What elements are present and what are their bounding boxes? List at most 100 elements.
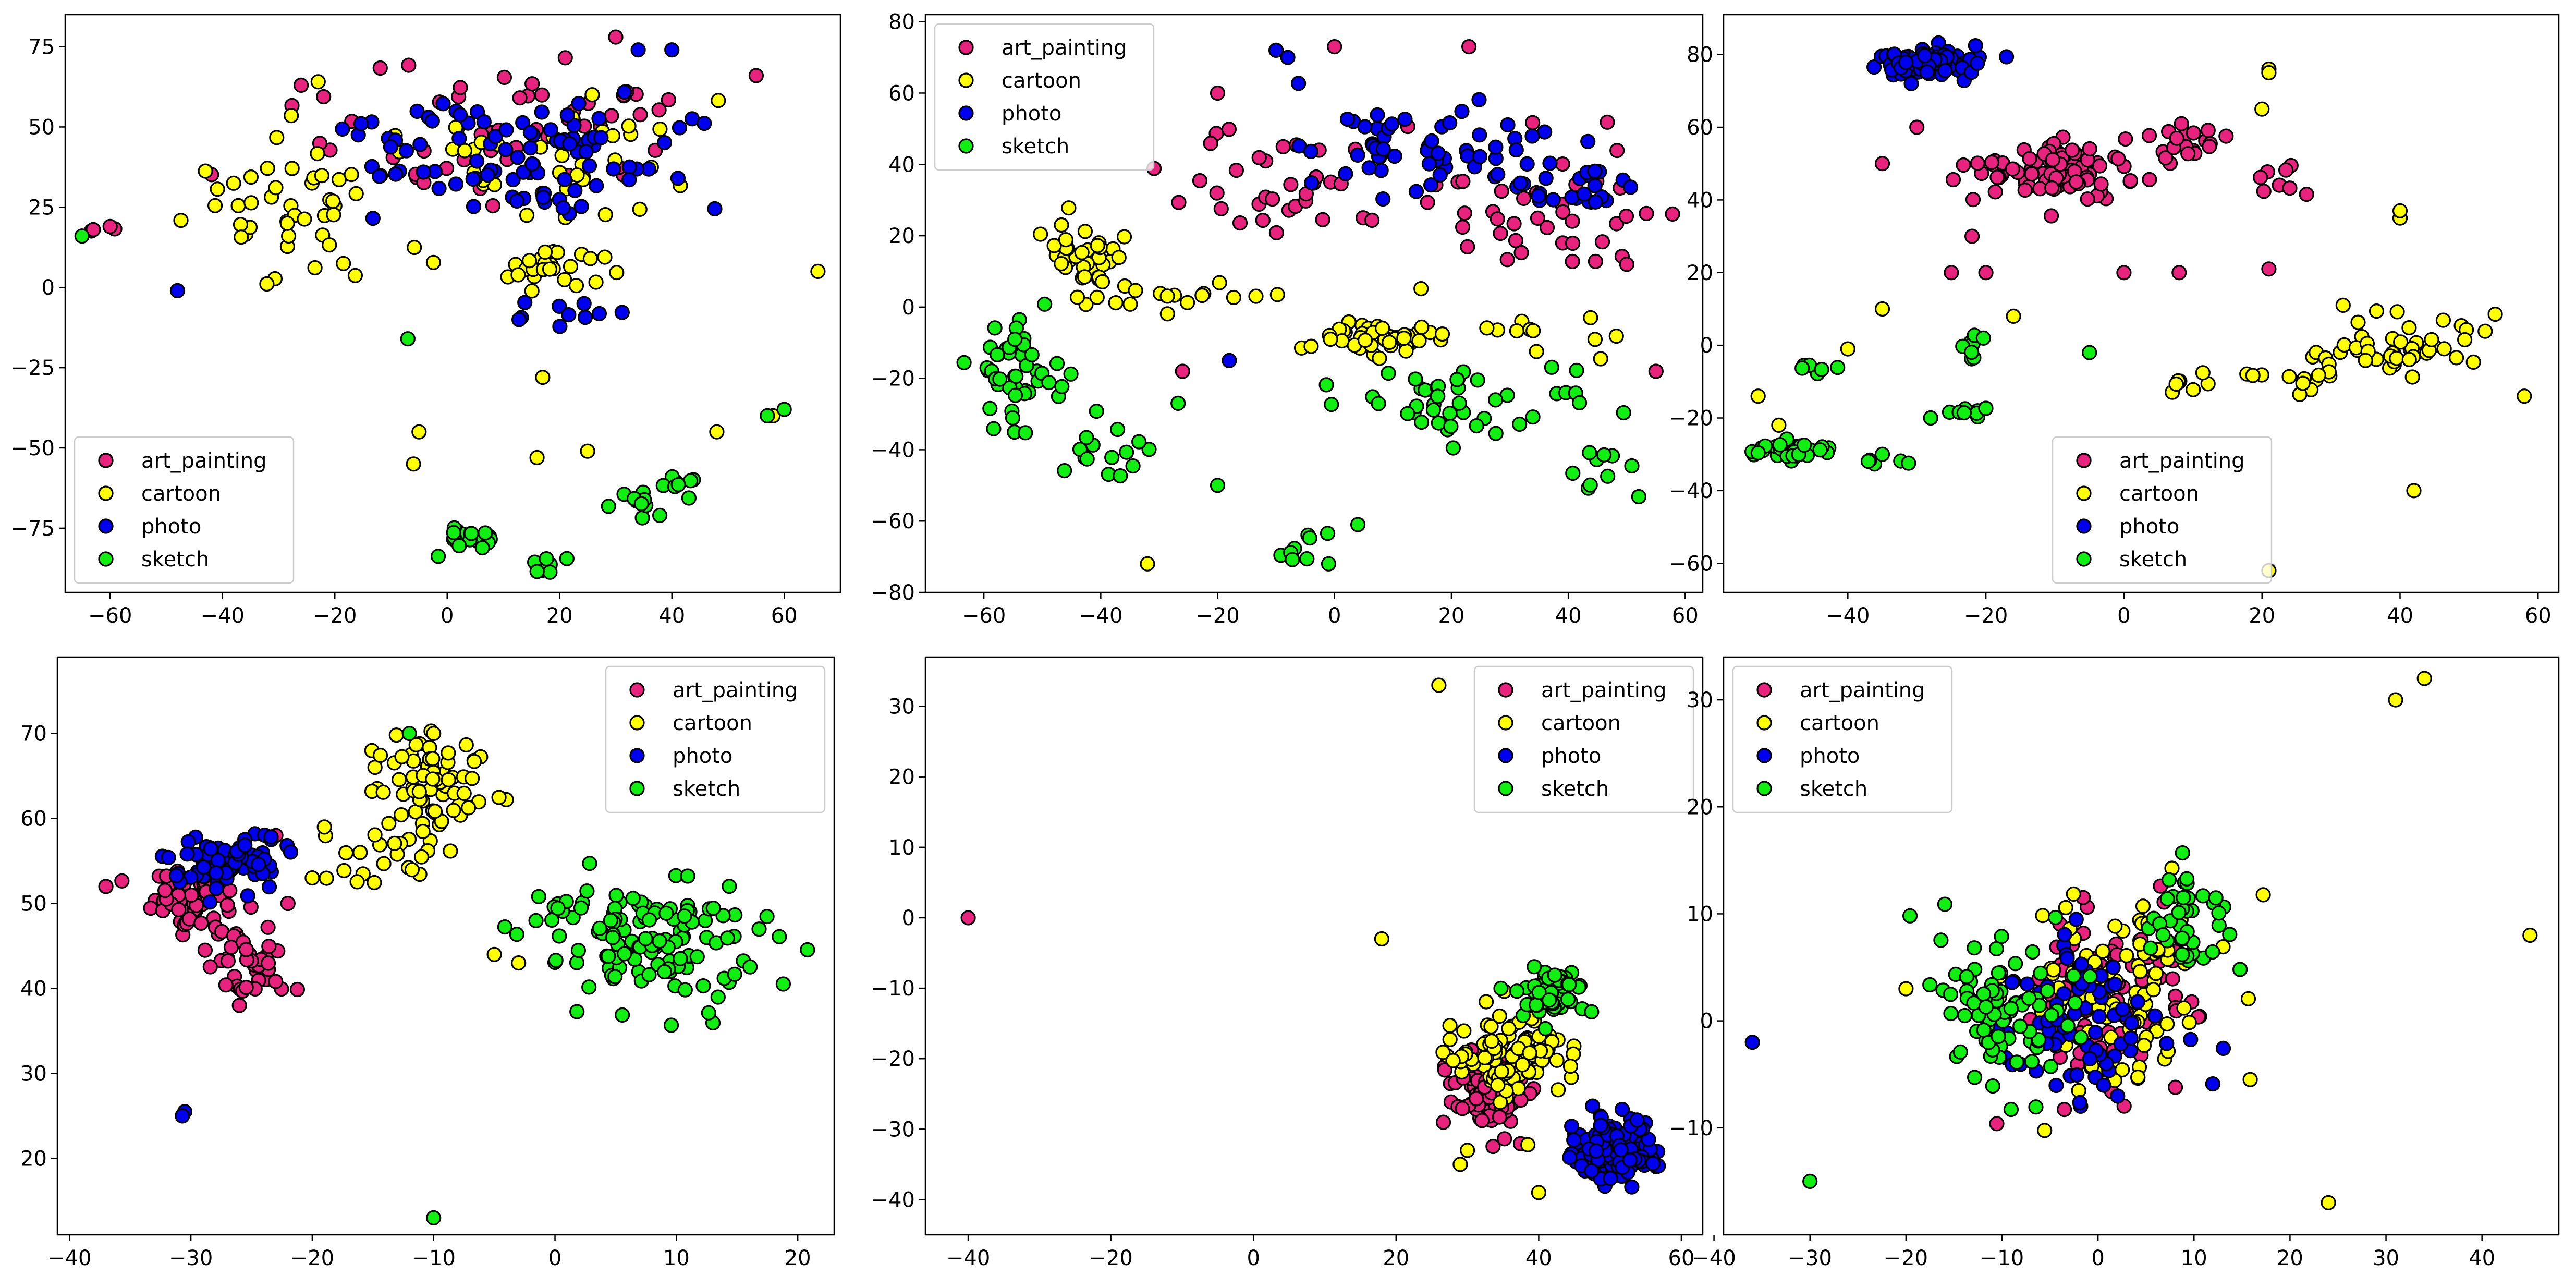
sketch-point <box>1901 455 1916 471</box>
sketch-point <box>742 959 758 975</box>
sketch-point <box>2162 872 2177 888</box>
sketch-point <box>74 228 90 244</box>
cartoon-point <box>415 823 431 840</box>
photo-point <box>2020 976 2035 992</box>
sketch-point <box>982 400 998 416</box>
cartoon-point <box>458 737 474 753</box>
photo-point <box>1397 112 1413 127</box>
photo-point <box>466 199 482 214</box>
photo-point <box>237 837 253 853</box>
cartoon-point <box>1549 1052 1565 1068</box>
art_painting-point <box>2158 150 2174 166</box>
photo-point <box>2115 1001 2130 1017</box>
x-tick-label: 20 <box>2277 1246 2303 1270</box>
sketch-point <box>1565 465 1581 481</box>
cartoon-point <box>1587 332 1603 347</box>
y-tick-label: 0 <box>1700 334 1713 358</box>
sketch-point <box>592 920 607 936</box>
photo-point <box>452 107 468 123</box>
cartoon-point <box>621 118 637 134</box>
art_painting-point <box>197 942 213 958</box>
photo-point <box>1588 194 1603 210</box>
cartoon-point <box>2132 964 2148 979</box>
art_painting-point <box>453 80 468 95</box>
art_painting-point <box>604 108 619 124</box>
art_painting-point <box>651 102 667 118</box>
sketch-point <box>607 969 623 985</box>
cartoon-point <box>1226 289 1241 306</box>
sketch-point <box>689 949 705 965</box>
art_painting-point <box>2080 191 2095 207</box>
sketch-point <box>1772 437 1788 453</box>
sketch-point <box>1408 371 1423 387</box>
photo-point <box>1350 147 1365 163</box>
sketch-point <box>656 964 673 980</box>
cartoon-point <box>582 251 599 266</box>
cartoon-point <box>464 771 480 786</box>
x-tick-label: 60 <box>2525 604 2551 628</box>
photo-point <box>522 140 539 156</box>
sketch-point <box>652 507 668 523</box>
sketch-point <box>2008 956 2023 972</box>
cartoon-point <box>2406 483 2422 499</box>
sketch-point <box>1922 977 1938 993</box>
photo-point <box>335 121 350 137</box>
sketch-point <box>1024 347 1040 362</box>
art_painting-point <box>157 883 173 898</box>
cartoon-point <box>1522 1045 1537 1061</box>
y-tick-label: 20 <box>888 766 915 790</box>
cartoon-point <box>2436 341 2452 357</box>
photo-point <box>1471 92 1487 107</box>
art_painting-point <box>2044 180 2060 196</box>
art_painting-point <box>2218 128 2234 144</box>
cartoon-point <box>1413 281 1429 297</box>
sketch-point <box>990 347 1005 362</box>
sketch-point <box>1119 444 1134 460</box>
x-tick-label: −20 <box>1089 1246 1132 1270</box>
legend-marker-cartoon <box>1756 715 1772 731</box>
sketch-point <box>2043 1059 2059 1074</box>
cartoon-point <box>207 198 223 213</box>
sketch-point <box>1302 530 1317 546</box>
cartoon-point <box>230 198 246 213</box>
cartoon-point <box>1771 417 1787 433</box>
cartoon-point <box>580 443 595 459</box>
art_painting-point <box>1461 39 1477 55</box>
legend-marker-sketch <box>958 138 974 154</box>
art_painting-point <box>2045 152 2060 167</box>
x-tick-label: 40 <box>1555 604 1582 628</box>
x-tick-label: 60 <box>771 604 798 628</box>
art_painting-point <box>238 942 254 957</box>
photo-point <box>2205 1076 2220 1092</box>
y-tick-label: 80 <box>888 10 915 34</box>
art_painting-point <box>202 959 218 975</box>
sketch-point <box>2171 905 2187 920</box>
cartoon-point <box>326 207 341 223</box>
photo-point <box>1421 156 1437 172</box>
sketch-point <box>497 919 513 935</box>
sketch-point <box>1830 360 1846 375</box>
cartoon-point <box>234 229 249 245</box>
cartoon-point <box>319 870 334 886</box>
cartoon-point <box>1479 994 1494 1010</box>
photo-point <box>2124 1015 2140 1031</box>
photo-point <box>1280 50 1296 65</box>
photo-point <box>1430 145 1446 161</box>
sketch-point <box>1874 446 1890 462</box>
art_painting-point <box>2186 125 2201 141</box>
art_painting-point <box>2118 131 2133 147</box>
cartoon-point <box>1194 287 1210 303</box>
cartoon-point <box>652 122 668 137</box>
y-tick-label: −10 <box>1669 1116 1713 1140</box>
cartoon-point <box>2487 306 2503 322</box>
y-tick-label: 25 <box>28 196 55 220</box>
photo-point <box>1508 142 1524 158</box>
sketch-point <box>531 889 546 905</box>
sketch-point <box>569 1004 585 1019</box>
photo-point <box>451 130 467 147</box>
cartoon-point <box>456 785 472 802</box>
sketch-point <box>1964 344 1980 360</box>
art_painting-point <box>1275 139 1291 154</box>
photo-point <box>240 888 255 904</box>
cartoon-point <box>2186 382 2201 397</box>
